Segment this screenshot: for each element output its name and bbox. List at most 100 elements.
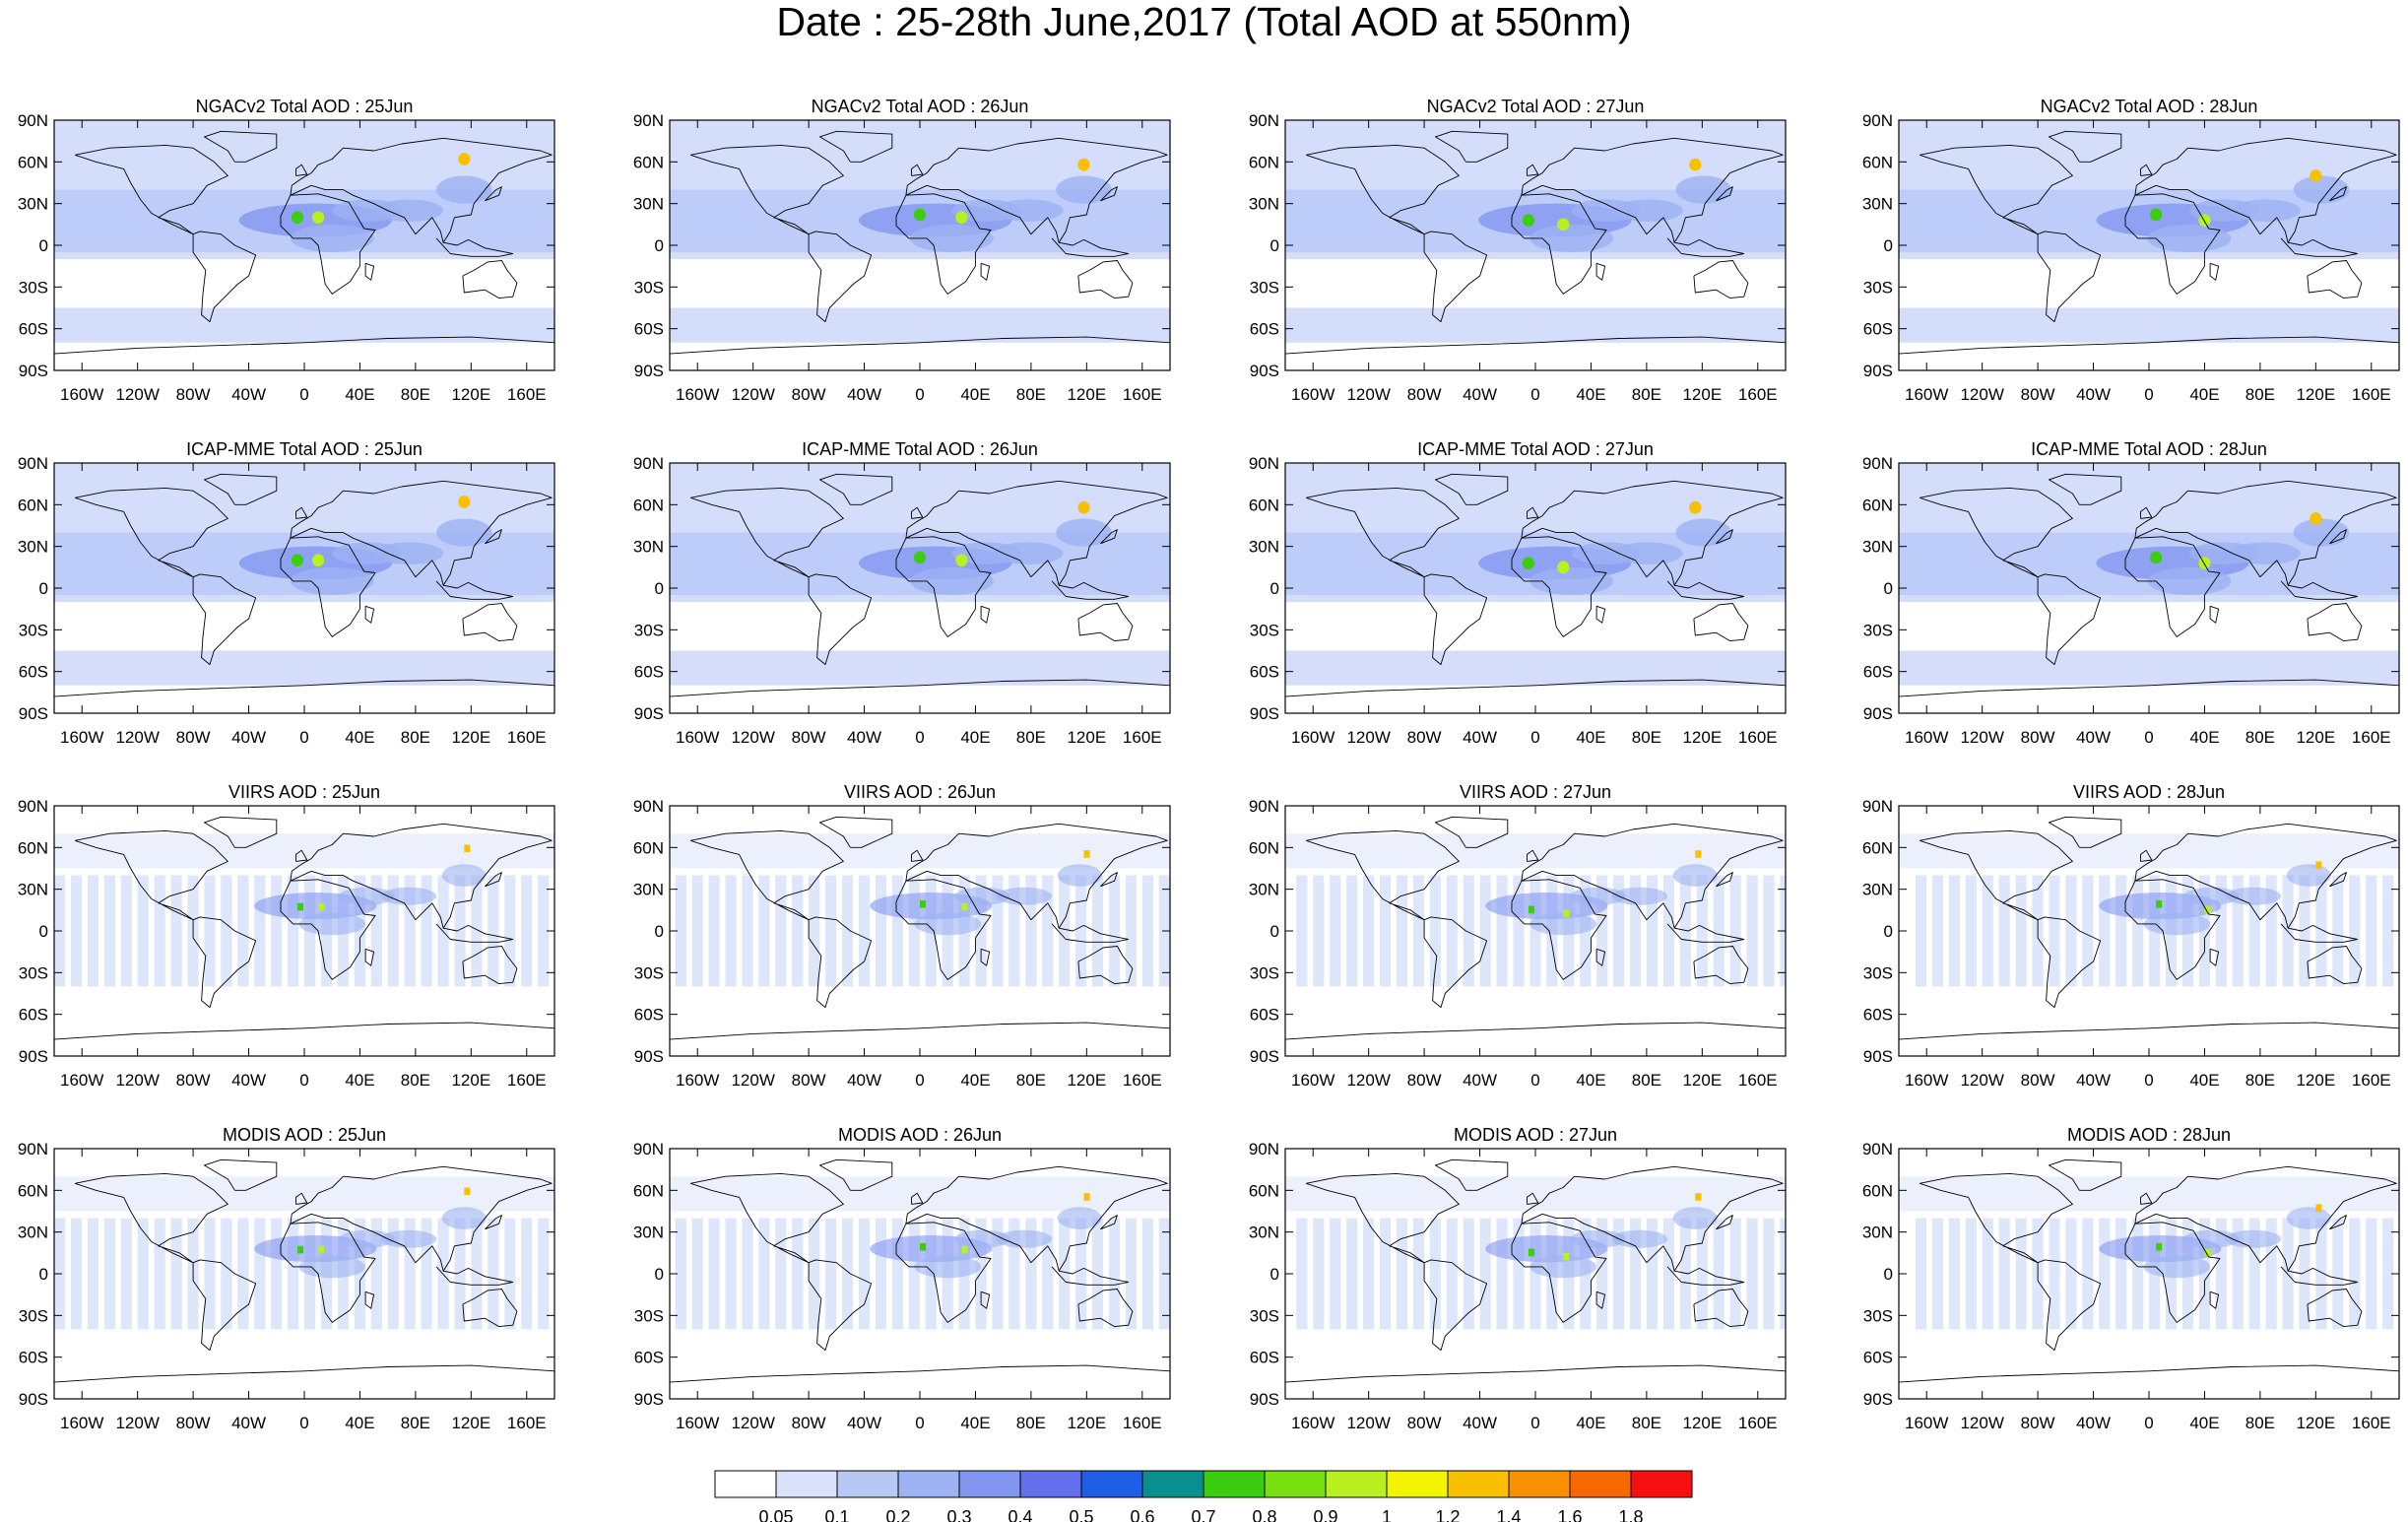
lat-tick-label: 30S <box>19 621 48 639</box>
lat-tick-label: 60N <box>633 838 664 857</box>
lon-tick-label: 160W <box>1905 728 1948 747</box>
map-panel: VIIRS AOD : 25Jun 90N 60N 30N 0 30S 60S 90S 160W… <box>18 782 555 1090</box>
lon-tick-label: 40W <box>1463 1414 1497 1432</box>
lon-tick-label: 120E <box>1682 728 1722 747</box>
map-panel: NGACv2 Total AOD : 26Jun 90N 60N 30N 0 30S 60S… <box>633 97 1171 404</box>
lon-tick-label: 40W <box>231 1414 266 1432</box>
lon-tick-label: 80E <box>1016 385 1046 404</box>
lat-tick-label: 90N <box>1862 797 1893 816</box>
lon-tick-label: 40W <box>2076 1071 2111 1090</box>
lon-tick-label: 120E <box>451 1414 490 1432</box>
lon-tick-label: 160E <box>2352 728 2391 747</box>
lat-tick-label: 90S <box>19 704 48 723</box>
lon-tick-label: 40W <box>1463 728 1497 747</box>
lat-tick-label: 0 <box>655 236 664 255</box>
lon-tick-label: 40E <box>960 1071 990 1090</box>
lat-tick-label: 90N <box>633 797 664 816</box>
lat-tick-label: 60N <box>1862 1181 1893 1200</box>
lon-tick-label: 80E <box>1016 1414 1046 1432</box>
lat-tick-label: 30S <box>634 621 664 639</box>
lat-tick-label: 90S <box>1863 1047 1893 1066</box>
lat-tick-label: 0 <box>39 236 48 255</box>
lat-tick-label: 60S <box>634 1006 664 1025</box>
lat-tick-label: 30N <box>18 538 48 557</box>
lon-tick-label: 120E <box>1682 1071 1722 1090</box>
lat-tick-label: 0 <box>1884 579 1893 598</box>
lat-tick-label: 90S <box>1250 704 1279 723</box>
lon-tick-label: 40E <box>2189 1071 2219 1090</box>
lat-tick-label: 60N <box>1249 1181 1279 1200</box>
lon-tick-label: 120E <box>2296 385 2335 404</box>
map-panel: ICAP-MME Total AOD : 25Jun 90N 60N 30N 0 30S 6… <box>18 439 555 747</box>
lat-tick-label: 90S <box>634 1390 664 1409</box>
lon-tick-label: 120W <box>1346 1071 1390 1090</box>
lon-tick-label: 80W <box>792 385 826 404</box>
lon-tick-label: 120W <box>1960 728 2003 747</box>
lat-tick-label: 60S <box>634 320 664 339</box>
map-panel: NGACv2 Total AOD : 25Jun 90N 60N 30N 0 30S 60S… <box>18 97 555 404</box>
lat-tick-label: 90S <box>1863 362 1893 380</box>
lon-tick-label: 120W <box>731 1414 774 1432</box>
lon-tick-label: 120E <box>1067 385 1106 404</box>
lat-tick-label: 30N <box>633 538 664 557</box>
lat-tick-label: 60S <box>1250 1006 1279 1025</box>
lat-tick-label: 30S <box>1250 963 1279 982</box>
lon-tick-label: 80E <box>2245 385 2275 404</box>
lon-tick-label: 80W <box>2021 1414 2055 1432</box>
lat-tick-label: 30S <box>1250 278 1279 297</box>
lon-tick-label: 160E <box>507 1414 547 1432</box>
lat-tick-label: 90S <box>19 1390 48 1409</box>
lon-tick-label: 160E <box>507 728 547 747</box>
lon-tick-label: 80W <box>2021 1071 2055 1090</box>
lat-tick-label: 60S <box>19 1006 48 1025</box>
lon-tick-label: 0 <box>915 1414 924 1432</box>
panel-title: VIIRS AOD : 27Jun <box>1460 782 1611 802</box>
lat-tick-label: 0 <box>1884 922 1893 941</box>
lon-tick-label: 120W <box>1346 728 1390 747</box>
lat-tick-label: 90N <box>1249 797 1279 816</box>
panel-title: NGACv2 Total AOD : 28Jun <box>2041 97 2258 116</box>
lon-tick-label: 80E <box>401 1071 430 1090</box>
lat-tick-label: 90N <box>633 111 664 130</box>
figure-title: Date : 25-28th June,2017 (Total AOD at 5… <box>776 0 1632 44</box>
lon-tick-label: 80W <box>176 385 211 404</box>
lon-tick-label: 80E <box>401 385 430 404</box>
lat-tick-label: 90N <box>18 797 48 816</box>
map-panel: MODIS AOD : 28Jun 90N 60N 30N 0 30S 60S 90S 160W… <box>1862 1125 2400 1432</box>
lon-tick-label: 0 <box>1530 728 1539 747</box>
lon-tick-label: 0 <box>299 728 308 747</box>
lon-tick-label: 80W <box>1407 728 1442 747</box>
lat-tick-label: 0 <box>1270 1265 1279 1284</box>
panel-title: MODIS AOD : 28Jun <box>2067 1125 2231 1145</box>
lat-tick-label: 30S <box>1250 1306 1279 1325</box>
lon-tick-label: 40E <box>1576 385 1605 404</box>
lon-tick-label: 160E <box>1123 728 1162 747</box>
lon-tick-label: 160W <box>60 385 103 404</box>
lon-tick-label: 120W <box>731 1071 774 1090</box>
lat-tick-label: 90S <box>634 704 664 723</box>
lat-tick-label: 30S <box>1863 278 1893 297</box>
lon-tick-label: 160W <box>676 1414 719 1432</box>
lon-tick-label: 120E <box>1067 1071 1106 1090</box>
lat-tick-label: 90N <box>633 454 664 473</box>
lon-tick-label: 40E <box>960 728 990 747</box>
lat-tick-label: 60N <box>633 1181 664 1200</box>
lat-tick-label: 30N <box>1862 1224 1893 1242</box>
lat-tick-label: 60S <box>1863 663 1893 682</box>
lat-tick-label: 60S <box>19 1349 48 1367</box>
lon-tick-label: 80E <box>1632 1414 1661 1432</box>
map-panel: VIIRS AOD : 26Jun 90N 60N 30N 0 30S 60S 90S 160W… <box>633 782 1171 1090</box>
panel-title: VIIRS AOD : 25Jun <box>228 782 380 802</box>
lon-tick-label: 40W <box>1463 385 1497 404</box>
lat-tick-label: 60N <box>633 496 664 514</box>
lon-tick-label: 80E <box>2245 1414 2275 1432</box>
lon-tick-label: 160W <box>676 728 719 747</box>
lon-tick-label: 160E <box>1738 1071 1778 1090</box>
lon-tick-label: 40E <box>1576 1414 1605 1432</box>
lat-tick-label: 60N <box>18 838 48 857</box>
panel-title: NGACv2 Total AOD : 26Jun <box>812 97 1029 116</box>
lon-tick-label: 40E <box>1576 728 1605 747</box>
lat-tick-label: 60S <box>634 1349 664 1367</box>
lon-tick-label: 40E <box>345 728 374 747</box>
